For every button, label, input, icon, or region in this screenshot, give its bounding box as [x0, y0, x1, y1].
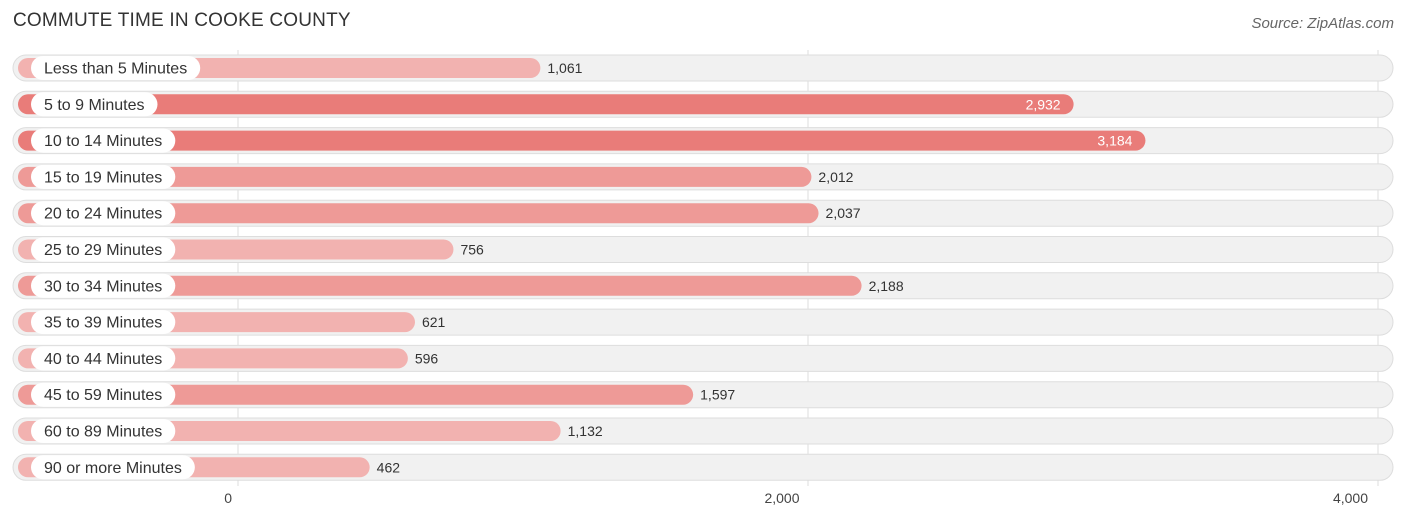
value-label: 462: [377, 459, 401, 475]
category-label-pill: [31, 201, 176, 226]
category-label-pill: [31, 310, 176, 335]
bar[interactable]: [18, 275, 862, 296]
category-label-pill: [31, 128, 176, 153]
category-label-pill: [31, 382, 176, 407]
x-tick-label: 0: [224, 490, 232, 506]
category-label: 30 to 34 Minutes: [44, 278, 162, 295]
x-axis-ticks: 0 2,000 4,000: [224, 490, 1368, 506]
category-label: 15 to 19 Minutes: [44, 169, 162, 186]
bar-row: 90 or more Minutes 462: [12, 453, 1394, 481]
category-label-pill: [31, 56, 201, 80]
value-label: 2,932: [1026, 96, 1061, 112]
bar-row: 20 to 24 Minutes 2,037: [12, 199, 1394, 227]
category-label: 45 to 59 Minutes: [44, 387, 162, 404]
category-label: 60 to 89 Minutes: [44, 424, 162, 441]
bar-row: 45 to 59 Minutes 1,597: [12, 381, 1394, 409]
rows-layer: Less than 5 Minutes 1,061 5 to 9 Minutes 2,…: [12, 54, 1394, 481]
chart-source: Source: ZipAtlas.com: [1251, 15, 1394, 32]
bar-row: 60 to 89 Minutes 1,132: [12, 417, 1394, 445]
bar-row: 40 to 44 Minutes 596: [12, 344, 1394, 372]
bar[interactable]: [18, 384, 694, 405]
category-label: 25 to 29 Minutes: [44, 242, 162, 259]
category-label-pill: [31, 237, 176, 262]
x-tick-label: 2,000: [764, 490, 799, 506]
value-label: 2,188: [869, 278, 904, 294]
category-label-pill: [31, 455, 195, 480]
category-label: 35 to 39 Minutes: [44, 315, 162, 332]
category-label: 10 to 14 Minutes: [44, 133, 162, 150]
value-label: 3,184: [1097, 133, 1132, 149]
category-label-pill: [31, 346, 176, 371]
category-label: 5 to 9 Minutes: [44, 97, 145, 114]
category-label-pill: [31, 273, 176, 298]
bar-row: 35 to 39 Minutes 621: [12, 308, 1394, 336]
bar[interactable]: [18, 203, 819, 224]
bar[interactable]: [18, 166, 812, 187]
bar-row: Less than 5 Minutes 1,061: [12, 54, 1394, 82]
category-label-pill: [31, 419, 176, 443]
value-label: 596: [415, 350, 439, 366]
bar-row: 25 to 29 Minutes 756: [12, 236, 1394, 263]
value-label: 1,061: [547, 60, 582, 76]
grid-layer: [237, 50, 1379, 486]
category-label-pill: [31, 92, 158, 117]
value-label: 1,597: [700, 387, 735, 403]
value-label: 621: [422, 314, 446, 330]
bar-row: 5 to 9 Minutes 2,932: [12, 90, 1394, 118]
x-tick-label: 4,000: [1333, 490, 1368, 506]
value-label: 2,037: [826, 205, 861, 221]
value-label: 1,132: [568, 423, 603, 439]
chart-title: COMMUTE TIME IN COOKE COUNTY: [13, 10, 351, 31]
value-label: 756: [460, 242, 484, 258]
value-label: 2,012: [818, 169, 853, 185]
category-label: 20 to 24 Minutes: [44, 206, 162, 223]
bar-row: 15 to 19 Minutes 2,012: [12, 163, 1394, 191]
category-label: 90 or more Minutes: [44, 460, 182, 477]
bar-row: 10 to 14 Minutes 3,184: [12, 127, 1394, 155]
category-label: 40 to 44 Minutes: [44, 351, 162, 368]
bar[interactable]: [18, 130, 1146, 151]
category-label: Less than 5 Minutes: [44, 61, 187, 78]
category-label-pill: [31, 164, 176, 189]
bar[interactable]: [18, 94, 1074, 115]
bar-row: 30 to 34 Minutes 2,188: [12, 272, 1394, 300]
